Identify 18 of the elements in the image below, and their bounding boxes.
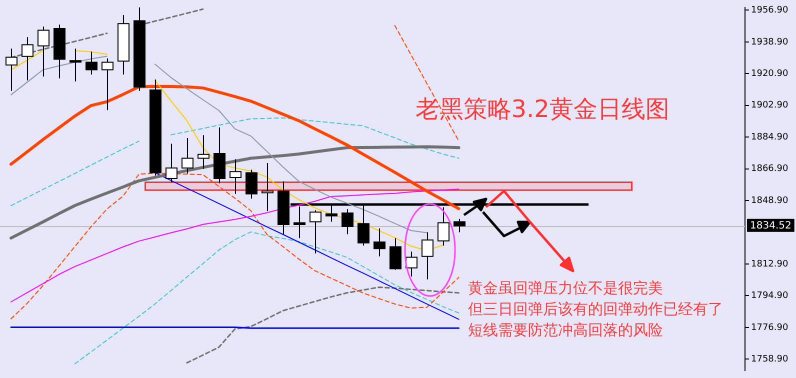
y-tick-label: 1812.90 <box>751 259 788 270</box>
line-series <box>74 231 460 364</box>
y-tick-label: 1938.90 <box>751 37 788 48</box>
ref-line-label: 1834.52 <box>750 220 792 232</box>
text: 黄金虽回弹压力位不是很完美 <box>468 279 663 298</box>
y-tick-label: 1848.90 <box>751 196 788 206</box>
y-tick-label: 1758.90 <box>751 354 788 364</box>
text: 老黑策略3.2黄金日线图 <box>415 95 670 124</box>
line-series <box>186 286 460 364</box>
y-tick-label: 1920.90 <box>751 69 788 80</box>
y-tick-label: 1794.90 <box>751 291 788 302</box>
y-tick-label: 1884.90 <box>751 132 788 142</box>
y-tick-label: 1902.90 <box>751 100 788 111</box>
text: 短线需要防范冲高回落的风险 <box>468 321 663 340</box>
y-tick-label: 1866.90 <box>751 164 788 174</box>
text: 但三日回弹后该有的回弹动作已经有了 <box>468 300 723 318</box>
y-tick-label: 1776.90 <box>751 322 788 333</box>
y-tick-label: 1956.90 <box>751 6 788 16</box>
